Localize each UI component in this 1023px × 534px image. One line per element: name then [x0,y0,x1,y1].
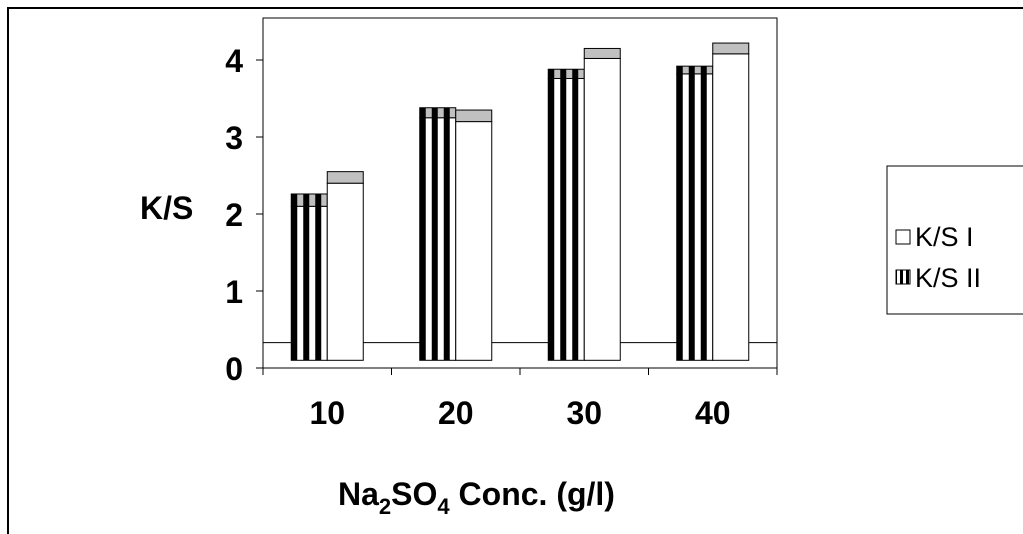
x-axis-title-part-mid: SO [391,476,437,512]
legend-swatch-ks-i [895,229,911,245]
legend-label-ks-i: K/S I [915,222,974,252]
bar-ks-ii-10 [290,205,328,361]
chart-border [7,7,1023,534]
legend-label-ks-ii: K/S II [915,263,981,293]
x-tick-label: 10 [309,395,345,431]
x-tick-label: 40 [695,395,731,431]
bar-cap-stripe [315,193,322,207]
bar-ks-ii-20 [419,117,457,361]
bar-cap-ks-i-40 [712,42,750,55]
y-tick-label: 3 [225,120,243,156]
x-axis-title-sub2: 4 [437,494,450,519]
x-axis-title-part-base: Na [338,476,379,512]
bar-ks-i-20 [455,121,493,361]
bar-cap-stripe [700,66,707,74]
x-axis-title-part-rest: Conc. (g/l) [450,476,615,512]
x-axis-title-sub1: 2 [379,494,391,519]
bar-cap-stripe [688,66,695,74]
y-axis-title: K/S [140,190,193,226]
bar-cap-stripe [303,193,310,207]
legend: K/S I K/S II [886,165,1023,315]
y-tick-label: 2 [225,197,243,233]
y-tick-label: 0 [225,351,243,387]
legend-swatch-ks-ii [895,269,911,285]
bar-cap-stripe [560,69,567,79]
bar-cap-stripe [443,107,450,118]
bar-ks-i-10 [326,182,364,361]
bar-cap-ks-i-30 [583,47,621,59]
bar-cap-ks-i-10 [326,171,364,184]
x-axis-title: Na2SO4 Conc. (g/l) [338,476,615,519]
bar-cap-stripe [548,69,555,79]
bar-cap-ks-i-20 [455,109,493,123]
bar-ks-i-30 [583,57,621,361]
bar-cap-stripe [676,66,683,74]
bar-ks-ii-40 [676,73,714,361]
bar-cap-stripe [419,107,426,118]
bar-cap-stripe [572,69,579,79]
y-tick-label: 4 [225,43,243,79]
bar-ks-ii-30 [547,77,585,361]
x-tick-label: 30 [566,395,602,431]
bar-ks-i-40 [712,53,750,361]
x-tick-label: 20 [438,395,474,431]
y-tick-label: 1 [225,274,243,310]
bar-cap-stripe [291,193,298,207]
bar-cap-stripe [431,107,438,118]
